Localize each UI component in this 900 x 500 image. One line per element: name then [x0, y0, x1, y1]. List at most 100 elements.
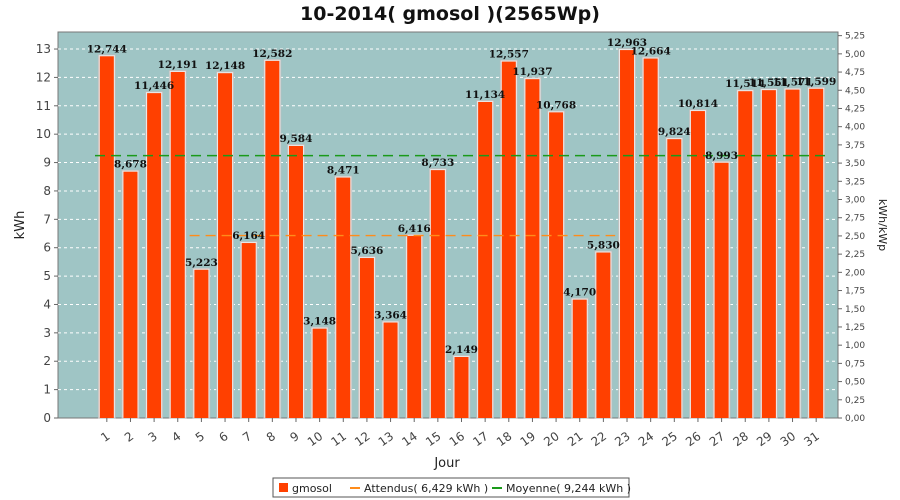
data-label: 12,148 — [205, 60, 245, 72]
x-tick-label: 12 — [352, 429, 373, 449]
y-right-tick-label: 4,75 — [845, 68, 865, 78]
bar — [123, 171, 138, 418]
y-right-tick-label: 0,75 — [845, 359, 865, 369]
x-tick-label: 14 — [399, 429, 420, 449]
grid-lines — [58, 48, 838, 391]
data-label: 11,937 — [512, 66, 552, 78]
data-label: 12,744 — [87, 43, 127, 55]
y-right-tick-label: 3,75 — [845, 141, 865, 151]
y-right-tick-label: 2,50 — [845, 232, 865, 242]
legend-label: Attendus( 6,429 kWh ) — [364, 482, 488, 495]
bar — [170, 71, 185, 419]
data-label: 12,191 — [158, 59, 198, 71]
y-tick-label: 6 — [43, 241, 51, 255]
y-right-tick-label: 4,50 — [845, 86, 865, 96]
data-label: 11,514 — [725, 78, 765, 90]
data-label: 9,824 — [658, 126, 691, 138]
bar — [596, 252, 611, 418]
legend-label: Moyenne( 9,244 kWh ) — [506, 482, 631, 495]
chart-title: 10-2014( gmosol )(2565Wp) — [300, 3, 600, 25]
x-tick-label: 26 — [683, 429, 704, 449]
x-tick-label: 18 — [494, 429, 515, 449]
bar — [147, 93, 162, 418]
bar — [241, 243, 256, 418]
y-tick-label: 7 — [43, 212, 51, 226]
x-tick-label: 13 — [376, 429, 397, 449]
x-tick-label: 29 — [754, 429, 775, 449]
bar — [809, 88, 824, 418]
y-right-tick-label: 0,00 — [845, 414, 865, 424]
y-tick-label: 1 — [43, 383, 51, 397]
x-tick-label: 6 — [216, 429, 230, 445]
y-right-tick-label: 1,25 — [845, 323, 865, 333]
bar — [194, 269, 209, 418]
x-tick-label: 21 — [565, 429, 586, 449]
bar — [288, 145, 303, 419]
bar — [359, 258, 374, 418]
bar — [501, 61, 516, 419]
bar — [714, 162, 729, 418]
bar — [525, 79, 540, 418]
data-label: 5,830 — [587, 240, 620, 252]
data-label: 3,148 — [303, 316, 336, 328]
reference-lines — [95, 154, 828, 237]
y-right-tick-label: 1,00 — [845, 341, 865, 351]
data-label: 10,768 — [536, 99, 576, 111]
data-label: 9,584 — [280, 133, 313, 145]
x-tick-label: 27 — [707, 429, 728, 449]
x-tick-label: 23 — [612, 429, 633, 449]
data-label: 8,733 — [421, 157, 454, 169]
data-label: 8,678 — [114, 159, 147, 171]
data-label: 12,582 — [252, 48, 292, 60]
data-label: 6,416 — [398, 223, 431, 235]
data-label: 2,149 — [445, 344, 478, 356]
y-tick-label: 11 — [36, 99, 51, 113]
x-tick-label: 8 — [264, 429, 278, 445]
data-label: 8,471 — [327, 165, 360, 177]
x-tick-label: 1 — [98, 429, 112, 445]
x-axis: 1 2 3 4 5 6 7 8 9 10 11 12 13 14 15 16 17 18 19 20 21 22 23 24 2… — [98, 418, 822, 449]
x-tick-label: 25 — [659, 429, 680, 449]
y-right-tick-label: 3,50 — [845, 159, 865, 169]
bar — [620, 50, 635, 418]
y-right-tick-label: 5,25 — [845, 32, 865, 42]
bar — [454, 357, 469, 418]
y-right-tick-label: 3,25 — [845, 177, 865, 187]
data-label: 12,664 — [631, 46, 671, 58]
bar — [218, 73, 233, 418]
y-tick-label: 4 — [43, 297, 51, 311]
y-tick-label: 0 — [43, 411, 51, 425]
x-tick-label: 9 — [287, 429, 301, 445]
x-tick-label: 11 — [328, 429, 349, 449]
bar — [761, 90, 776, 418]
y-right-tick-label: 2,00 — [845, 268, 865, 278]
bar — [785, 89, 800, 418]
legend-label: gmosol — [292, 482, 332, 495]
x-tick-label: 22 — [589, 429, 610, 449]
y-right-tick-label: 0,25 — [845, 396, 865, 406]
y-tick-label: 10 — [36, 127, 51, 141]
data-label: 5,636 — [350, 245, 383, 257]
x-tick-label: 24 — [636, 429, 657, 449]
legend-swatch — [279, 483, 288, 492]
x-tick-label: 3 — [146, 429, 160, 445]
legend-box — [272, 477, 630, 498]
y-tick-label: 8 — [43, 184, 51, 198]
x-tick-label: 7 — [240, 429, 254, 445]
bar — [430, 170, 445, 418]
data-label: 11,134 — [465, 89, 505, 101]
bar — [336, 177, 351, 418]
bar — [667, 139, 682, 419]
bar — [572, 299, 587, 418]
x-tick-label: 10 — [305, 429, 326, 449]
x-tick-label: 5 — [193, 429, 207, 445]
bar — [738, 91, 753, 418]
data-label: 11,571 — [772, 77, 812, 89]
bar — [383, 322, 398, 418]
bar — [99, 56, 114, 419]
data-label: 12,963 — [607, 37, 647, 49]
bar — [407, 235, 422, 418]
x-tick-label: 16 — [447, 429, 468, 449]
x-tick-label: 15 — [423, 429, 444, 449]
